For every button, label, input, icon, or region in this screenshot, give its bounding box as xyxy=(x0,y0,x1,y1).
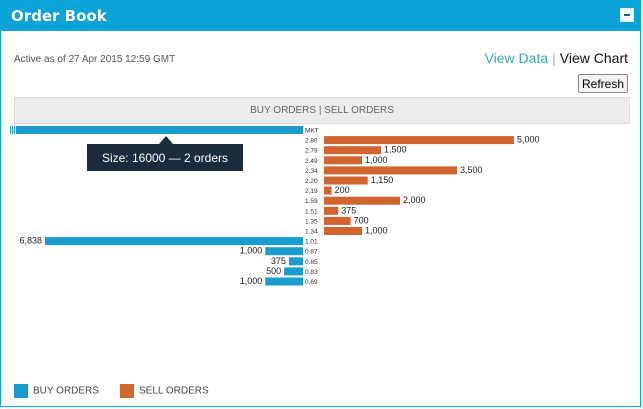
sell-value-label: 3,500 xyxy=(460,165,483,175)
category-label: 2.79 xyxy=(305,148,318,155)
legend-sell-swatch xyxy=(120,384,134,398)
legend-sell: SELL ORDERS xyxy=(120,384,209,398)
sell-bar xyxy=(324,196,400,205)
sell-value-label: 700 xyxy=(354,215,369,225)
sell-value-label: 1,150 xyxy=(371,175,394,185)
sell-value-label: 1,000 xyxy=(365,226,388,236)
category-label: 1.01 xyxy=(305,239,318,246)
sell-bar xyxy=(324,146,381,155)
buy-value-label: 6,838 xyxy=(19,236,42,246)
sell-bar xyxy=(324,136,514,145)
legend-buy-swatch xyxy=(14,384,28,398)
minimize-button[interactable] xyxy=(620,8,634,22)
minimize-icon xyxy=(624,14,630,16)
buy-value-label: 1,000 xyxy=(240,246,263,256)
refresh-button[interactable]: Refresh xyxy=(578,74,628,93)
view-chart-link[interactable]: View Chart xyxy=(559,50,628,66)
buy-bar-overflow-mark xyxy=(12,126,13,134)
category-label: 1.59 xyxy=(305,198,318,205)
category-label: 2.49 xyxy=(305,158,318,165)
sell-value-label: 1,000 xyxy=(365,155,388,165)
buy-bar xyxy=(45,237,303,246)
buy-value-label: 500 xyxy=(266,266,281,276)
category-label: 0.83 xyxy=(305,269,318,276)
sell-bar xyxy=(324,216,351,225)
view-separator: | xyxy=(552,50,556,66)
legend-buy: BUY ORDERS xyxy=(14,384,99,398)
sell-value-label: 200 xyxy=(335,185,350,195)
tooltip-pointer xyxy=(159,136,173,144)
buy-bar xyxy=(16,126,303,134)
buy-value-label: 1,000 xyxy=(240,276,263,286)
category-label: 2.80 xyxy=(305,138,318,145)
title-bar: Order Book xyxy=(1,1,640,31)
sell-value-label: 5,000 xyxy=(517,135,540,145)
category-label: 0.85 xyxy=(305,259,318,266)
view-data-link[interactable]: View Data xyxy=(484,50,549,66)
sell-bar xyxy=(324,166,457,175)
category-label: 2.19 xyxy=(305,188,318,195)
category-label: 0.87 xyxy=(305,249,318,256)
category-label: 1.34 xyxy=(305,229,318,236)
buy-bar-overflow-mark xyxy=(14,126,15,134)
buy-bar xyxy=(265,277,303,286)
active-timestamp: Active as of 27 Apr 2015 12:59 GMT xyxy=(14,54,176,65)
category-label: 1.51 xyxy=(305,208,318,215)
category-label: 2.34 xyxy=(305,168,318,175)
category-label: 1.35 xyxy=(305,218,318,225)
view-toggle: View Data | View Chart xyxy=(485,50,628,66)
buy-bar xyxy=(288,257,303,266)
tooltip-text: Size: 16000 — 2 orders xyxy=(102,151,228,165)
sell-bar xyxy=(324,156,362,165)
widget-title: Order Book xyxy=(11,7,107,25)
chart-tooltip: Size: 16000 — 2 orders xyxy=(87,136,243,171)
chart-header: BUY ORDERS | SELL ORDERS xyxy=(14,97,630,124)
sell-value-label: 375 xyxy=(341,205,356,215)
sell-value-label: 1,500 xyxy=(384,145,407,155)
sell-bar xyxy=(324,206,339,215)
buy-bar-overflow-mark xyxy=(10,126,11,134)
category-label: MKT xyxy=(305,128,319,135)
tooltip-box xyxy=(87,144,243,171)
category-label: 2.20 xyxy=(305,178,318,185)
buy-value-label: 375 xyxy=(271,256,286,266)
sell-bar xyxy=(324,176,368,185)
category-label: 0.69 xyxy=(305,279,318,286)
buy-bar xyxy=(284,267,303,276)
legend-sell-label: SELL ORDERS xyxy=(139,385,209,397)
sell-value-label: 2,000 xyxy=(403,195,426,205)
sell-bar xyxy=(324,227,362,235)
buy-bar xyxy=(265,247,303,256)
legend-buy-label: BUY ORDERS xyxy=(33,385,99,397)
sell-bar xyxy=(324,186,332,195)
